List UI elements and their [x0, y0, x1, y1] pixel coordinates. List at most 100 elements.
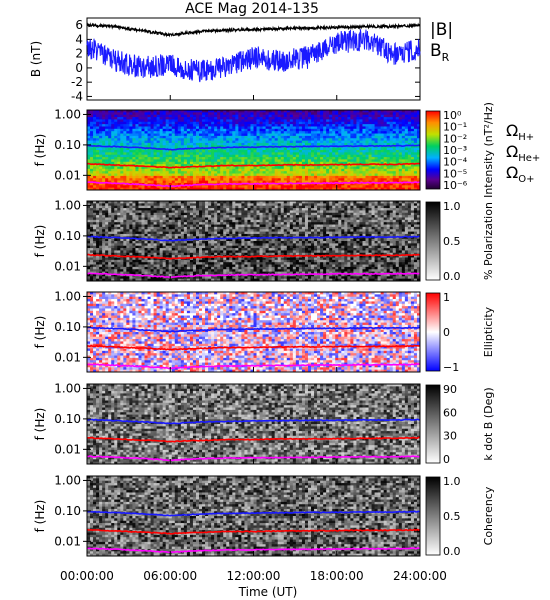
spectrogram-cell [332, 110, 336, 113]
spectrogram-cell [407, 114, 412, 118]
spectrogram-cell [253, 119, 257, 123]
spectrogram-cell [335, 126, 339, 130]
spectrogram-cell [177, 248, 182, 251]
spectrogram-cell [332, 185, 336, 189]
spectrogram-cell [141, 152, 145, 156]
spectrogram-cell [120, 212, 124, 216]
spectrogram-cell [332, 178, 336, 181]
spectrogram-cell [186, 128, 191, 132]
spectrogram-cell [371, 142, 375, 146]
spectrogram-cell [347, 185, 351, 189]
spectrogram-cell [171, 117, 176, 120]
spectrogram-cell [156, 175, 161, 179]
spectrogram-cell [329, 173, 333, 177]
spectrogram-cell [159, 150, 164, 153]
spectrogram-cell [120, 110, 124, 113]
spectrogram-cell [153, 243, 158, 247]
spectrogram-cell [186, 269, 191, 272]
spectrogram-cell [262, 175, 267, 179]
spectrogram-cell [256, 131, 260, 134]
spectrogram-cell [174, 262, 179, 265]
spectrogram-cell [335, 135, 339, 139]
spectrogram-cell [123, 212, 127, 216]
spectrogram-cell [138, 152, 142, 156]
spectrogram-cell [93, 229, 97, 232]
spectrogram-cell [192, 133, 197, 137]
spectrogram-cell [192, 208, 197, 211]
spectrogram-cell [344, 124, 348, 127]
spectrogram-cell [102, 133, 106, 137]
spectrogram-cell [171, 217, 176, 221]
spectrogram-cell [126, 233, 130, 237]
spectrogram-cell [111, 166, 115, 170]
spectrogram-cell [135, 168, 139, 172]
spectrogram-cell [226, 114, 230, 118]
spectrogram-cell [202, 131, 206, 134]
spectrogram-cell [277, 159, 282, 163]
spectrogram-cell [371, 185, 375, 189]
spectrogram-cell [171, 250, 176, 254]
spectrogram-cell [162, 159, 167, 163]
spectrogram-cell [250, 131, 254, 134]
spectrogram-cell [241, 173, 245, 177]
spectrogram-cell [90, 266, 94, 270]
spectrogram-cell [301, 131, 306, 134]
spectrogram-cell [108, 276, 112, 280]
spectrogram-cell [377, 180, 382, 184]
spectrogram-cell [250, 142, 254, 146]
spectrogram-cell [129, 157, 133, 160]
spectrogram-cell [223, 157, 227, 160]
spectrogram-cell [156, 201, 161, 204]
spectrogram-cell [120, 126, 124, 130]
spectrogram-cell [377, 171, 382, 174]
spectrogram-cell [271, 131, 276, 134]
spectrogram-cell [144, 124, 148, 127]
spectrogram-cell [274, 114, 279, 118]
spectrogram-cell [232, 161, 236, 165]
spectrogram-cell [135, 219, 139, 223]
spectrogram-cell [392, 142, 397, 146]
spectrogram-cell [247, 154, 251, 158]
spectrogram-cell [365, 164, 369, 167]
spectrogram-cell [111, 208, 115, 211]
spectrogram-cell [205, 128, 209, 132]
spectrogram-cell [389, 133, 394, 137]
spectrogram-cell [87, 175, 91, 179]
spectrogram-cell [126, 133, 130, 137]
spectrogram-cell [214, 157, 218, 160]
spectrogram-cell [126, 259, 130, 263]
spectrogram-cell [317, 117, 321, 120]
spectrogram-cell [289, 138, 294, 141]
spectrogram-cell [90, 164, 94, 167]
spectrogram-cell [99, 203, 103, 207]
spectrogram-cell [153, 161, 158, 165]
spectrogram-cell [195, 131, 200, 134]
spectrogram-cell [356, 138, 360, 141]
spectrogram-cell [111, 201, 115, 204]
spectrogram-cell [235, 135, 239, 139]
spectrogram-cell [232, 133, 236, 137]
spectrogram-cell [132, 243, 136, 247]
spectrogram-cell [326, 140, 330, 144]
spectrogram-cell [102, 161, 106, 165]
spectrogram-cell [129, 226, 133, 230]
spectrogram-cell [274, 187, 279, 191]
spectrogram-cell [295, 175, 300, 179]
spectrogram-cell [138, 236, 142, 240]
spectrogram-cell [295, 147, 300, 151]
spectrogram-cell [162, 262, 167, 265]
spectrogram-cell [283, 119, 288, 123]
spectrogram-cell [192, 152, 197, 156]
spectrogram-cell [159, 269, 164, 272]
spectrogram-cell [168, 140, 173, 144]
spectrogram-cell [356, 110, 360, 113]
spectrogram-cell [220, 147, 224, 151]
spectrogram-cell [253, 166, 257, 170]
spectrogram-cell [96, 187, 100, 191]
spectrogram-cell [153, 226, 158, 230]
spectrogram-cell [135, 208, 139, 211]
spectrogram-cell [389, 173, 394, 177]
spectrogram-cell [171, 178, 176, 181]
spectrogram-cell [87, 142, 91, 146]
spectrogram-cell [168, 208, 173, 211]
